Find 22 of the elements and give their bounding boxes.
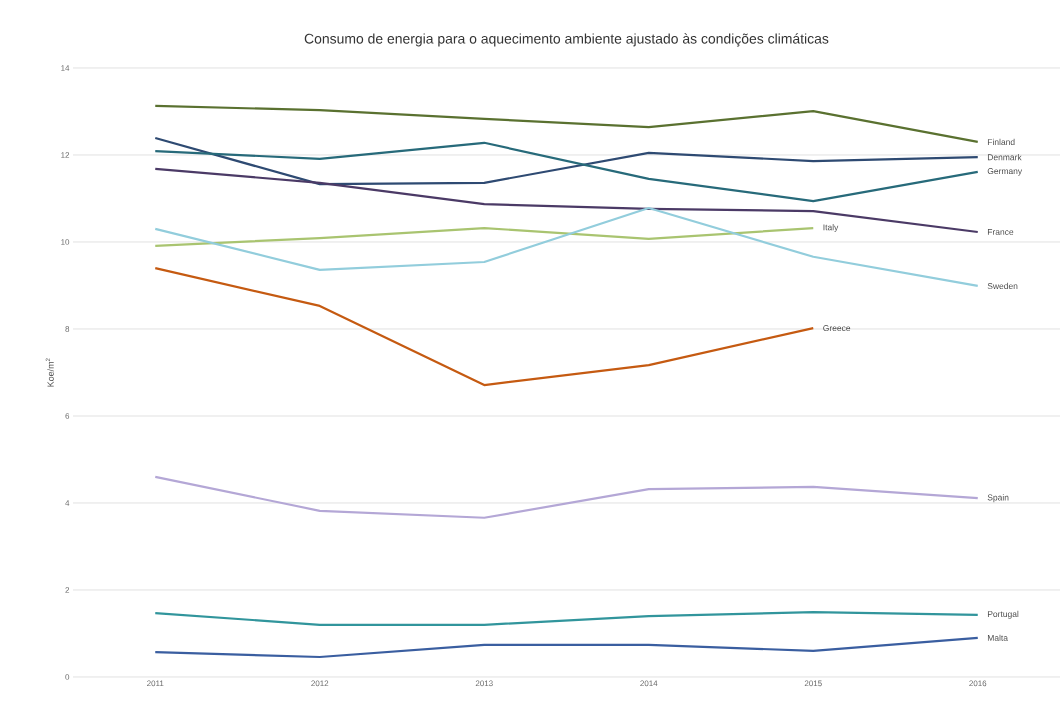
line-series (154, 636, 979, 659)
series-label: Denmark (987, 154, 1022, 161)
series-label: France (987, 229, 1014, 235)
series-label: Finland (987, 138, 1015, 146)
series-label: Malta (987, 634, 1008, 641)
series-label: Portugal (987, 610, 1019, 619)
series-label: Spain (987, 494, 1009, 503)
line-series (154, 475, 979, 519)
line-series (154, 136, 979, 186)
line-series (154, 226, 815, 247)
series-label: Sweden (987, 282, 1018, 290)
line-series (154, 266, 815, 387)
series-label: Germany (987, 168, 1023, 176)
y-axis-title: Koe/m$^{2}$ (45, 358, 54, 387)
series-label: Italy (823, 224, 839, 232)
series-label: Greece (823, 325, 851, 332)
line-series (154, 104, 979, 144)
line-series (154, 141, 979, 203)
chart-title: Consumo de energia para o aquecimento ambiente ajustado às condições climáticas (304, 33, 829, 47)
line-series (154, 167, 979, 234)
line-series (154, 206, 979, 288)
line-series (154, 611, 979, 626)
